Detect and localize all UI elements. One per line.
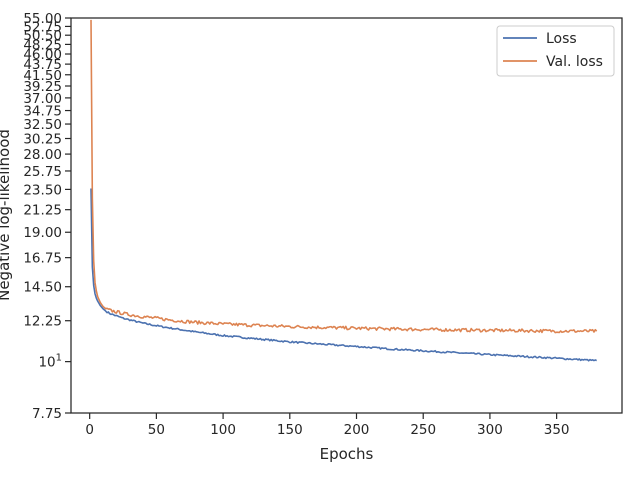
- y-tick-label: 39.25: [23, 79, 62, 95]
- y-tick-label: 34.75: [23, 104, 62, 120]
- y-tick-label: 50.50: [23, 28, 62, 44]
- y-tick-label: 28.00: [23, 147, 62, 163]
- y-tick-label: 21.25: [23, 203, 62, 219]
- y-tick-label: 52.75: [23, 19, 62, 35]
- x-tick-label: 100: [210, 422, 236, 438]
- y-tick-label: 46.00: [23, 47, 62, 63]
- x-tick-label: 250: [410, 422, 436, 438]
- x-axis-label: Epochs: [320, 445, 374, 463]
- x-axis: 0 50 100 150 200 250 300 350: [85, 413, 570, 438]
- y-tick-label: 30.25: [23, 132, 62, 148]
- y-tick-label: 23.50: [23, 182, 62, 198]
- y-tick-label: 43.75: [23, 57, 62, 73]
- plot-frame: [70, 17, 623, 414]
- y-tick-label: 7.75: [32, 406, 62, 422]
- y-tick-label: 16.75: [23, 251, 62, 267]
- x-tick-label: 200: [344, 422, 370, 438]
- x-tick-label: 0: [85, 422, 94, 438]
- y-tick-label: 101: [38, 353, 62, 371]
- y-axis: 55.0052.7550.5048.2546.0043.7541.5039.25…: [23, 11, 71, 422]
- y-tick-label: 41.50: [23, 68, 62, 84]
- y-tick-label: 12.25: [23, 314, 62, 330]
- x-tick-label: 350: [544, 422, 570, 438]
- legend-label-loss: Loss: [546, 31, 577, 47]
- series-layer: [90, 19, 598, 362]
- series-line-val-loss: [90, 19, 598, 334]
- y-tick-label: 14.50: [23, 280, 62, 296]
- x-tick-label: 150: [277, 422, 303, 438]
- x-tick-label: 50: [148, 422, 165, 438]
- y-axis-label: Negative log-likelihood: [0, 129, 13, 301]
- series-line-loss: [90, 188, 598, 362]
- y-tick-label-exponent: 1: [56, 353, 62, 364]
- y-tick-label: 25.75: [23, 164, 62, 180]
- x-tick-label: 300: [477, 422, 503, 438]
- legend-label-val-loss: Val. loss: [546, 54, 603, 70]
- y-tick-label: 48.25: [23, 37, 62, 53]
- y-tick-label: 55.00: [23, 11, 62, 27]
- y-tick-label-base: 10: [38, 355, 55, 371]
- legend: Loss Val. loss: [496, 25, 615, 77]
- y-tick-label: 32.50: [23, 117, 62, 133]
- y-tick-label: 37.00: [23, 91, 62, 107]
- y-tick-label: 19.00: [23, 225, 62, 241]
